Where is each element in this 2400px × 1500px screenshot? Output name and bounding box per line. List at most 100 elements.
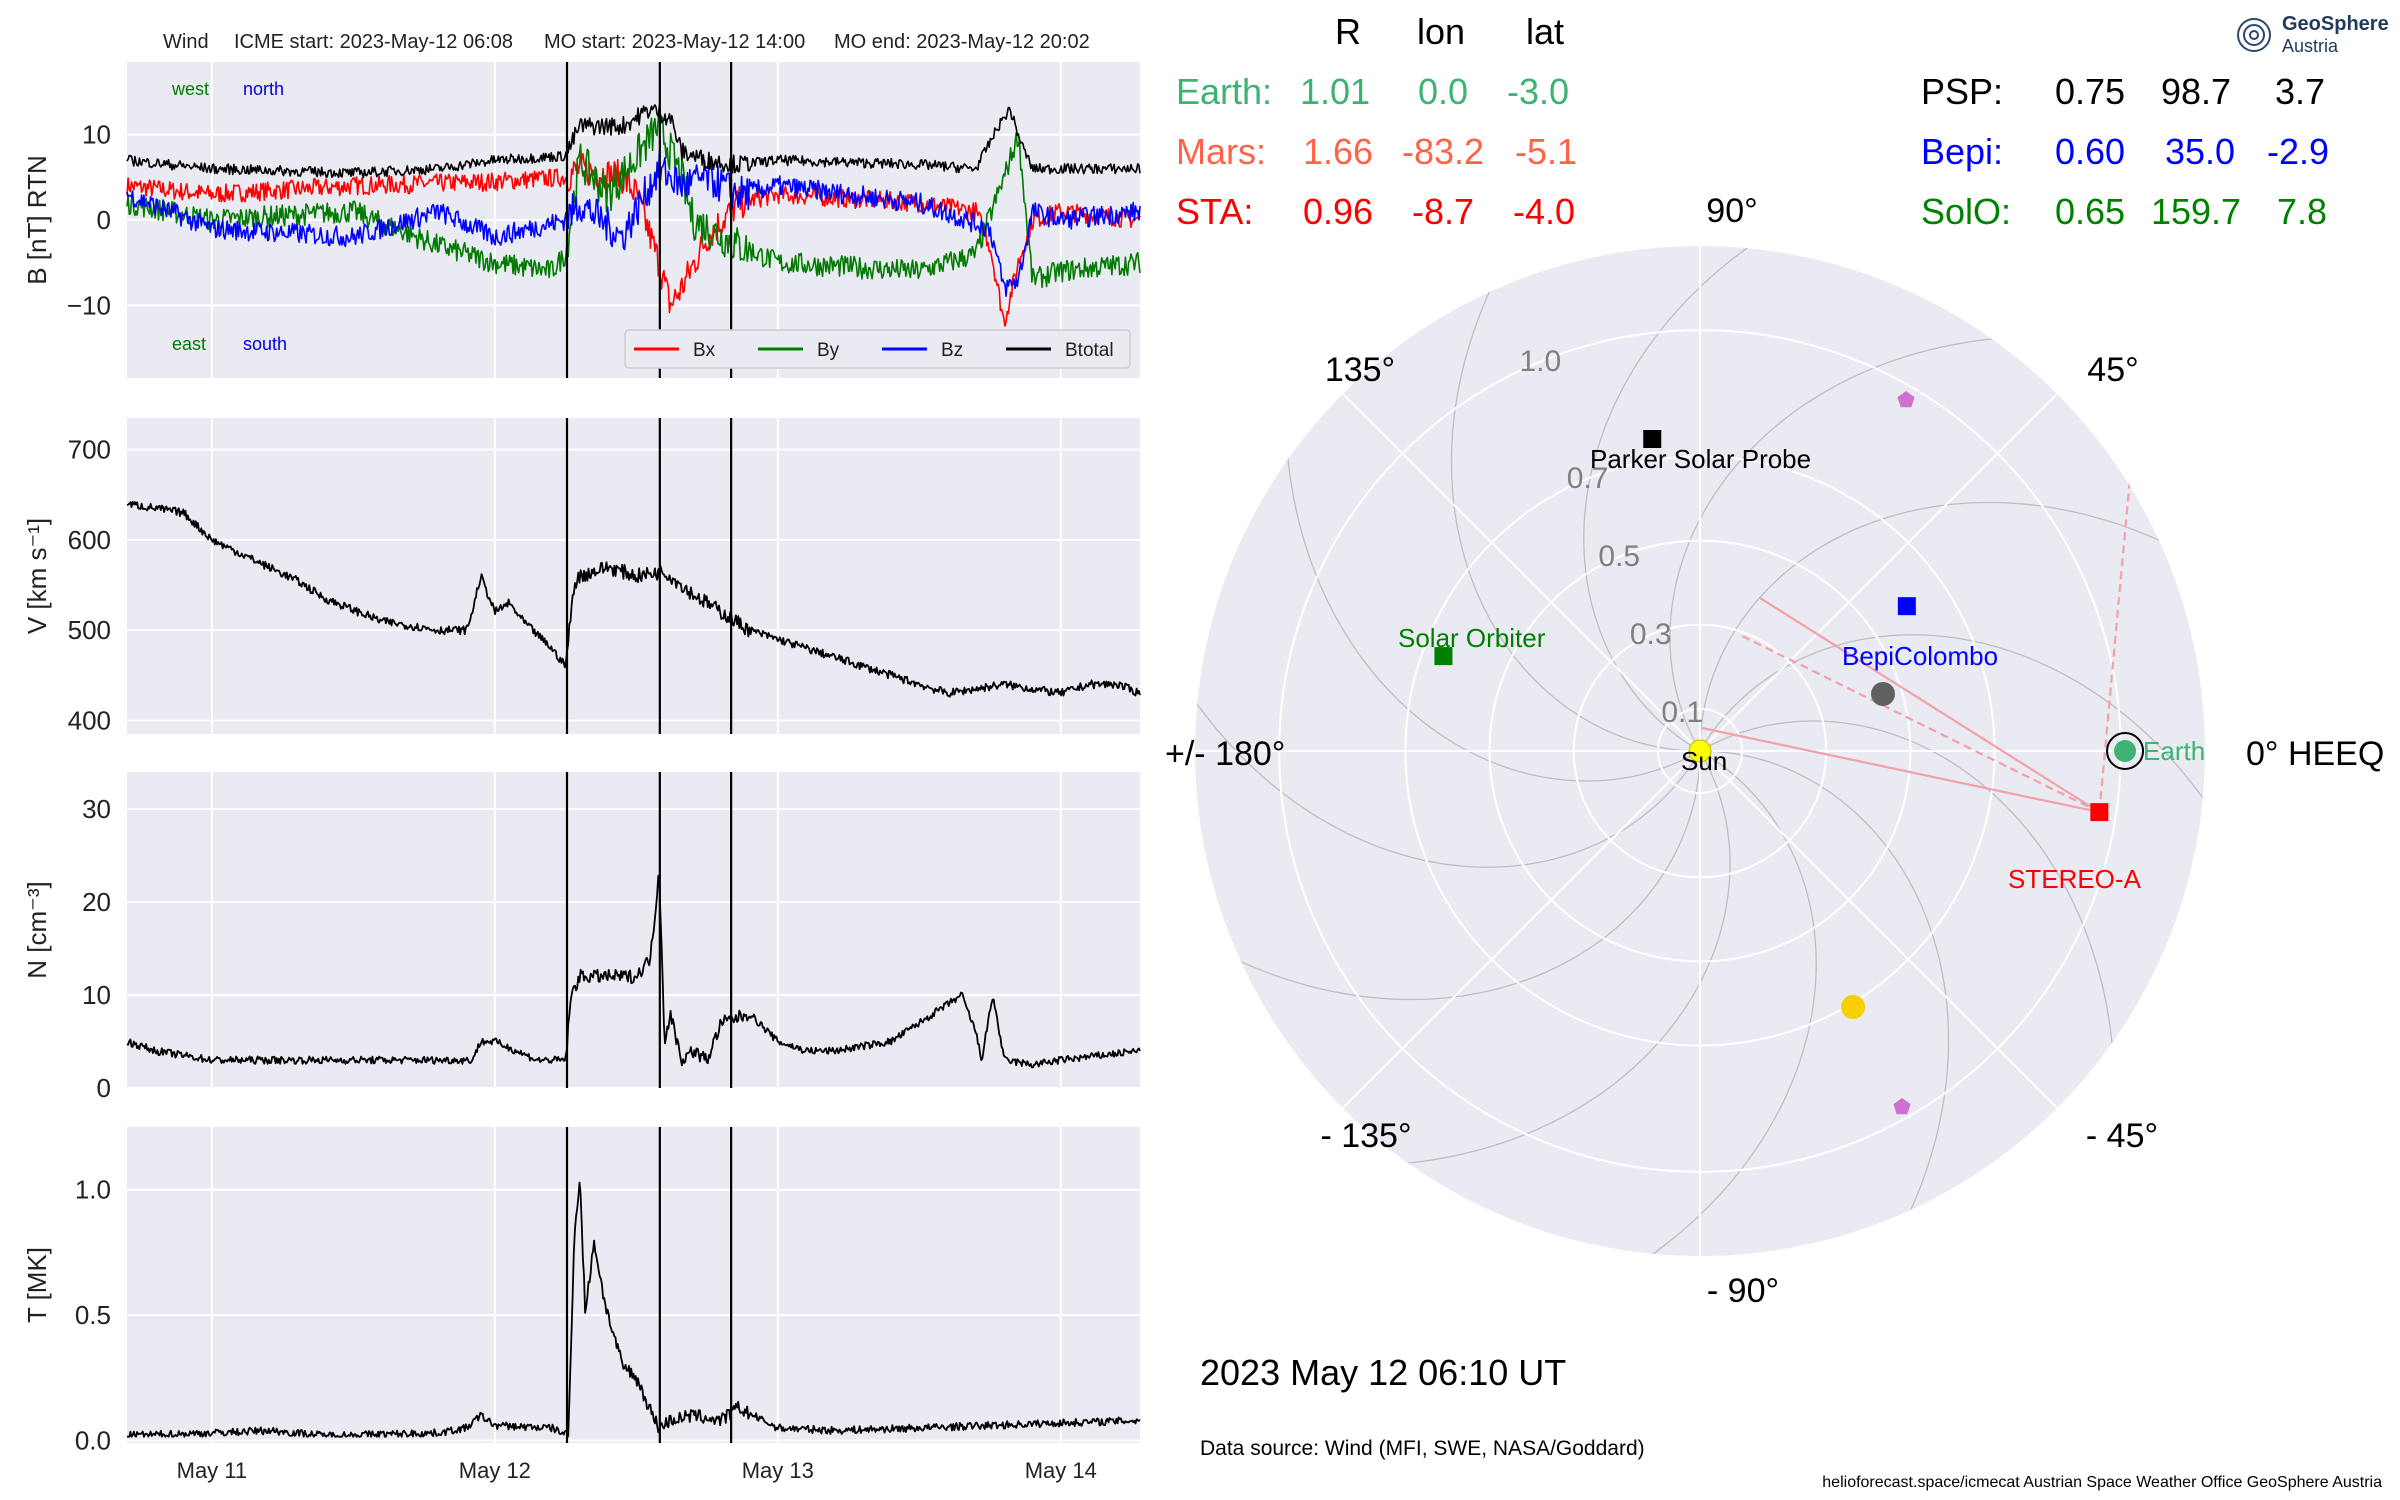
legend-box [624, 329, 1131, 369]
planet-marker-gray [1871, 682, 1895, 706]
y-tick-label: 0 [97, 205, 111, 235]
y-tick-label: 0.5 [75, 1300, 111, 1330]
sun-marker [1688, 739, 1712, 763]
geosphere-logo-icon [2237, 18, 2271, 52]
row-earth-name: Earth: [1176, 71, 1272, 112]
pentagon-marker-top [1897, 391, 1915, 408]
row-mars-lon: -83.2 [1402, 131, 1484, 172]
radial-tick-label: 0.1 [1661, 696, 1703, 729]
table-header-lat: lat [1526, 11, 1564, 52]
y-tick-label: 700 [68, 435, 111, 465]
b-panel-legend: Bx By Bz Btotal [624, 329, 1131, 369]
y-tick-label: 1.0 [75, 1175, 111, 1205]
row-sta-name: STA: [1176, 191, 1253, 232]
psp-label: Parker Solar Probe [1590, 444, 1811, 474]
table-row-earth: Earth: 1.01 0.0 -3.0 [1176, 71, 1569, 112]
annot-west: west [171, 79, 209, 99]
y-tick-label: 20 [82, 887, 111, 917]
panel-background [127, 772, 1140, 1088]
series-line-btotal [126, 104, 1141, 179]
angle-label: 90° [1706, 192, 1757, 230]
annot-south: south [243, 334, 287, 354]
legend-label-bx: Bx [693, 340, 716, 361]
angle-label: 0° HEEQ [2246, 735, 2384, 773]
table-header-r: R [1335, 11, 1361, 52]
x-tick-label: May 11 [177, 1458, 248, 1483]
b-panel-annotations: west north east south [171, 79, 287, 354]
fov-line [1737, 633, 2100, 814]
row-sta-r: 0.96 [1303, 191, 1373, 232]
parker-spiral [1195, 682, 1697, 868]
y-tick-label: 500 [68, 615, 111, 645]
series-line-bz [126, 150, 1141, 297]
row-bepi-lat: -2.9 [2267, 131, 2329, 172]
parker-spiral [1631, 754, 1817, 1256]
row-psp-lon: 98.7 [2161, 71, 2231, 112]
table-row-sta: STA: 0.96 -8.7 -4.0 [1176, 191, 1575, 232]
row-psp-lat: 3.7 [2275, 71, 2325, 112]
row-solo-r: 0.65 [2055, 191, 2125, 232]
positions-table: R lon lat Earth: 1.01 0.0 -3.0 Mars: 1.6… [1176, 11, 2329, 232]
solar-orbiter-marker [1434, 647, 1453, 666]
y-axis-label: N [cm⁻³] [22, 881, 52, 979]
angle-label: 45° [2087, 351, 2138, 389]
fov-line [2098, 477, 2132, 813]
legend-label-btotal: Btotal [1065, 340, 1114, 361]
annot-north: north [243, 79, 284, 99]
angle-label: +/- 180° [1165, 735, 1285, 773]
row-psp-name: PSP: [1921, 71, 2003, 112]
logo-line2: Austria [2282, 36, 2339, 56]
stereo-a-marker [2090, 803, 2109, 822]
parker-spiral [1450, 268, 1692, 752]
geosphere-logo: GeoSphere Austria [2237, 13, 2389, 56]
angle-label: - 45° [2086, 1117, 2158, 1155]
angular-grid-line [1342, 393, 1701, 752]
row-sta-lon: -8.7 [1412, 191, 1474, 232]
bepicolombo-label: BepiColombo [1842, 641, 1998, 671]
row-bepi-name: Bepi: [1921, 131, 2003, 172]
credits: helioforecast.space/icmecat Austrian Spa… [1822, 1474, 2382, 1491]
series-line-n [126, 874, 1141, 1069]
row-bepi-r: 0.60 [2055, 131, 2125, 172]
parker-spiral [1382, 758, 1731, 1166]
row-mars-name: Mars: [1176, 131, 1266, 172]
row-mars-lat: -5.1 [1515, 131, 1577, 172]
x-tick-label: May 12 [459, 1458, 531, 1483]
panel-background [127, 1127, 1140, 1443]
fov-line [1701, 726, 2100, 814]
y-tick-label: 600 [68, 525, 111, 555]
row-sta-lat: -4.0 [1513, 191, 1575, 232]
row-solo-name: SolO: [1921, 191, 2011, 232]
parker-spiral [1707, 720, 2115, 1069]
legend-label-by: By [817, 340, 840, 361]
x-tick-label: May 13 [742, 1458, 814, 1483]
row-earth-lat: -3.0 [1507, 71, 1569, 112]
series-line-v [126, 500, 1141, 698]
series-line-by [126, 108, 1141, 289]
row-mars-r: 1.66 [1303, 131, 1373, 172]
table-header-lon: lon [1417, 11, 1465, 52]
row-earth-lon: 0.0 [1418, 71, 1468, 112]
row-bepi-lon: 35.0 [2165, 131, 2235, 172]
parker-spiral [1703, 634, 2205, 820]
radial-tick-label: 0.7 [1567, 462, 1609, 495]
series-line-t [126, 1181, 1141, 1438]
earth-orbit-ring [2106, 732, 2145, 770]
psp-marker [1643, 430, 1662, 449]
angle-label: 135° [1325, 351, 1395, 389]
y-tick-label: 10 [82, 120, 111, 150]
y-tick-label: 30 [82, 794, 111, 824]
stereo-a-label: STEREO-A [2008, 864, 2142, 894]
y-tick-label: 400 [68, 705, 111, 735]
angle-label: - 135° [1320, 1117, 1411, 1155]
header-mo-end: MO end: 2023-May-12 20:02 [834, 31, 1090, 53]
parker-spiral [1699, 501, 2183, 743]
bepicolombo-marker [1897, 597, 1916, 616]
header-mo-start: MO start: 2023-May-12 14:00 [544, 31, 805, 53]
y-tick-label: −10 [67, 290, 111, 320]
y-tick-label: 10 [82, 980, 111, 1010]
y-tick-label: 0.0 [75, 1425, 111, 1455]
solar-orbiter-label: Solar Orbiter [1398, 623, 1546, 653]
parker-spiral [1217, 759, 1701, 1001]
y-axis-label: B [nT] RTN [22, 155, 52, 285]
